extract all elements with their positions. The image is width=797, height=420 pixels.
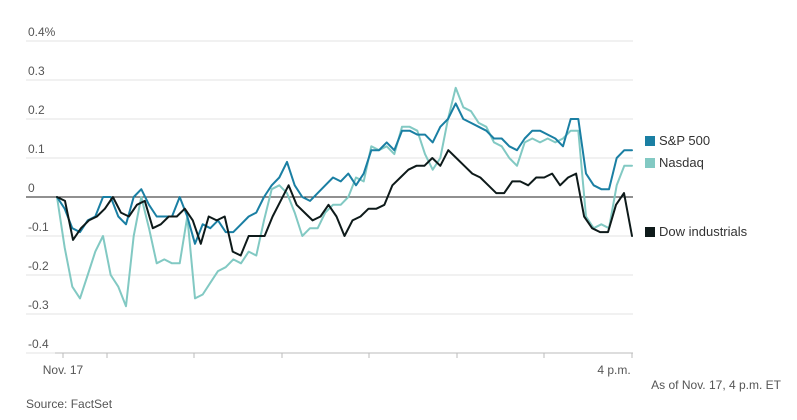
y-tick-label: 0: [28, 181, 35, 195]
x-tick-label: Nov. 17: [43, 363, 84, 377]
legend-swatch: [645, 227, 655, 237]
legend-swatch: [645, 158, 655, 168]
x-tick-label: 4 p.m.: [597, 363, 630, 377]
y-axis-tick-labels: 0.4% 0.3 0.2 0.1 0 -0.1 -0.2 -0.3 -0.4: [28, 25, 56, 351]
legend-label: Dow industrials: [659, 224, 748, 239]
y-tick-label: -0.1: [28, 220, 49, 234]
series-line-nasdaq: [56, 86, 633, 308]
y-tick-label: 0.2: [28, 103, 45, 117]
legend-label: S&P 500: [659, 133, 710, 148]
y-tick-label: -0.4: [28, 337, 49, 351]
timestamp-note: As of Nov. 17, 4 p.m. ET: [651, 378, 781, 392]
series-line-dow-industrials: [56, 149, 633, 257]
x-axis: Nov. 17 4 p.m.: [43, 352, 633, 377]
source-note: Source: FactSet: [26, 397, 113, 411]
series-lines: [56, 86, 633, 308]
y-tick-label: -0.3: [28, 298, 49, 312]
y-tick-label: 0.3: [28, 64, 45, 78]
series-line-s-p-500: [56, 102, 633, 245]
legend-swatch: [645, 136, 655, 146]
y-tick-label: 0.1: [28, 142, 45, 156]
gridlines: [26, 40, 633, 354]
legend-label: Nasdaq: [659, 155, 704, 170]
y-tick-label: -0.2: [28, 259, 49, 273]
legend: S&P 500 Nasdaq Dow industrials: [645, 133, 748, 239]
y-tick-label: 0.4%: [28, 25, 56, 39]
